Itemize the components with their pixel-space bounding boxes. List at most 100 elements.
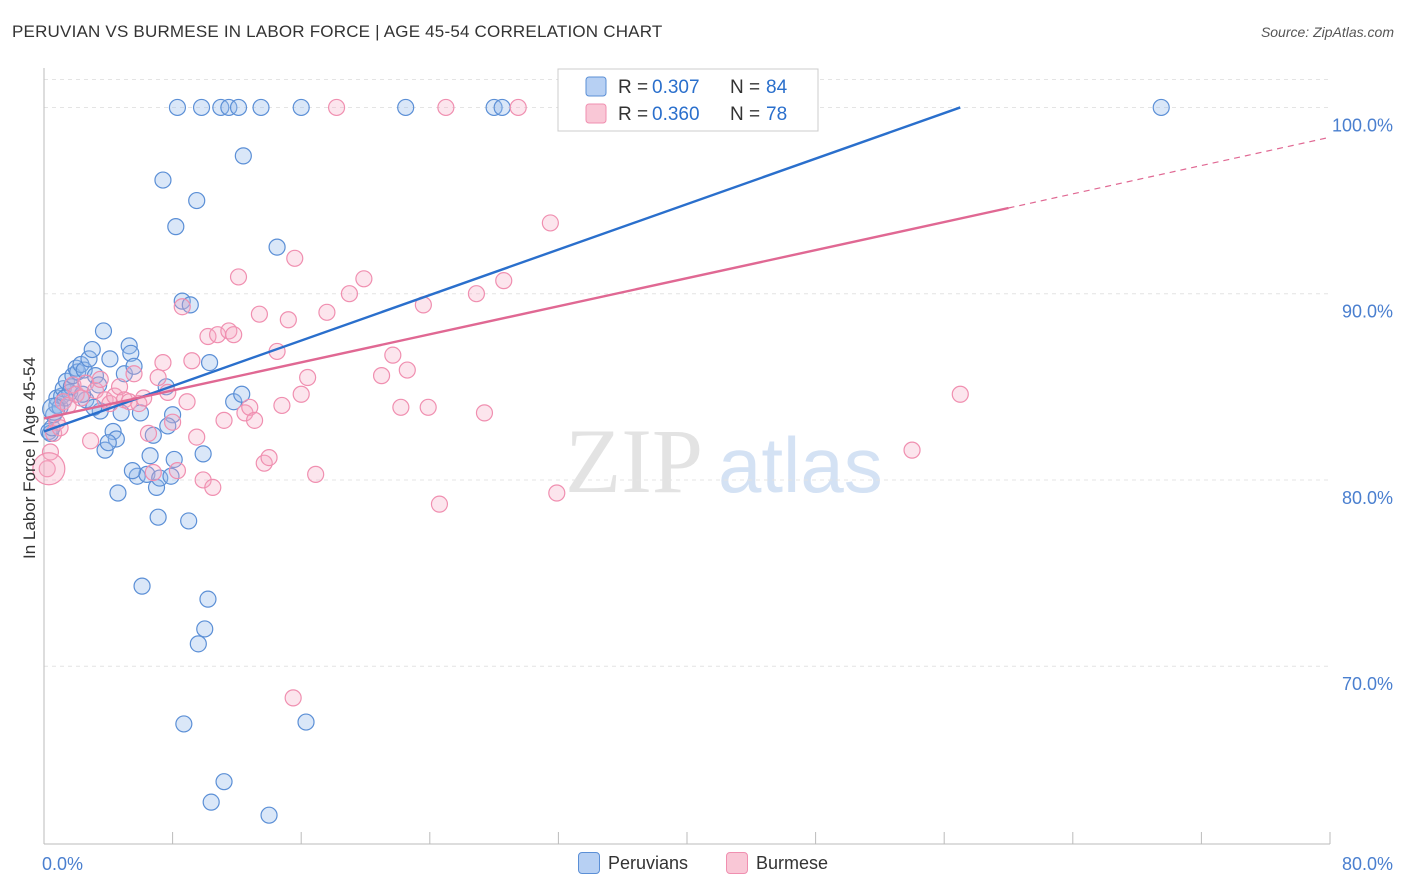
burmese-point-60: [384, 346, 402, 364]
burmese-point-67: [467, 285, 486, 303]
watermark: ZIP atlas: [565, 410, 883, 512]
peruvians-point-36: [133, 577, 151, 595]
peruvians-point-51: [175, 715, 193, 733]
burmese-point-69: [495, 272, 513, 290]
burmese-point-66: [437, 98, 455, 117]
burmese-point-28: [164, 413, 182, 431]
chart-title: PERUVIAN VS BURMESE IN LABOR FORCE | AGE…: [12, 22, 663, 41]
peruvians-point-59: [199, 590, 217, 608]
burmese-point-58: [355, 270, 373, 288]
burmese-point-64: [419, 398, 437, 416]
peruvians-point-19: [83, 340, 101, 359]
y-tick-label-1: 90.0%: [1342, 302, 1393, 322]
grid-lines: [44, 79, 1330, 667]
burmese-point-41: [229, 268, 248, 286]
peruvians-trend-line: [43, 106, 961, 433]
peruvians-point-70: [260, 806, 278, 824]
x-tick-label-min: 0.0%: [42, 854, 83, 874]
burmese-point-70: [509, 98, 527, 117]
burmese-point-72: [548, 484, 566, 502]
legend-n-label-burmese: N =: [730, 104, 760, 125]
burmese-point-7: [64, 376, 82, 394]
burmese-point-32: [183, 352, 201, 370]
series-legend: Peruvians Burmese: [0, 852, 1406, 874]
burmese-point-45: [250, 305, 269, 323]
burmese-point-54: [307, 465, 325, 483]
burmese-point-76: [951, 385, 969, 403]
legend-n-label-peruvians: N =: [730, 77, 760, 98]
burmese-point-61: [392, 398, 410, 416]
burmese-point-17: [110, 378, 129, 396]
y-tick-label-3: 70.0%: [1342, 674, 1393, 694]
peruvians-point-66: [229, 98, 248, 117]
burmese-point-1: [41, 443, 60, 461]
swatch-peruvians: [577, 852, 600, 874]
burmese-point-49: [273, 396, 291, 415]
burmese-point-52: [292, 385, 310, 403]
peruvians-point-72: [292, 98, 310, 117]
peruvians-point-27: [107, 430, 125, 448]
legend-r-label-peruvians: R =: [618, 77, 648, 98]
burmese-point-53: [299, 368, 317, 387]
peruvians-point-81: [99, 434, 117, 452]
peruvians-point-47: [165, 450, 183, 469]
legend-swatch-peruvians: [585, 76, 607, 97]
burmese-point-65: [430, 495, 449, 513]
burmese-point-57: [340, 285, 359, 303]
burmese-point-30: [173, 298, 191, 316]
peruvians-point-38: [141, 447, 159, 465]
burmese-point-20: [125, 365, 143, 383]
burmese-point-51: [286, 249, 304, 267]
burmese-point-62: [398, 361, 416, 379]
legend-n-value-peruvians: 84: [766, 77, 788, 98]
peruvians-point-50: [173, 292, 191, 310]
peruvians-point-64: [220, 98, 238, 117]
peruvians-point-41: [149, 508, 167, 526]
legend-r-label-burmese: R =: [618, 104, 648, 125]
burmese-point-43: [241, 398, 259, 416]
burmese-point-11: [82, 432, 100, 450]
burmese-point-40: [225, 326, 243, 344]
burmese-point-50: [279, 311, 297, 329]
x-tick-label-max: 80.0%: [1342, 854, 1393, 874]
peruvians-point-49: [168, 98, 187, 117]
legend-item-peruvians[interactable]: Peruvians: [577, 852, 688, 874]
trend-lines: [43, 106, 1331, 433]
y-tick-label-2: 80.0%: [1342, 488, 1393, 508]
burmese-point-26: [154, 354, 172, 372]
peruvians-point-82: [123, 462, 142, 480]
burmese-point-77: [284, 689, 302, 707]
peruvians-point-61: [202, 793, 220, 811]
chart-source: Source: ZipAtlas.com: [1260, 24, 1394, 40]
burmese-trend-extension: [1008, 136, 1331, 209]
peruvians-point-74: [397, 98, 415, 117]
legend-swatch-burmese: [585, 103, 607, 124]
burmese-trend-line: [43, 206, 1009, 420]
peruvians-point-43: [154, 171, 172, 189]
burmese-point-23: [139, 424, 158, 442]
burmese-point-36: [204, 478, 222, 496]
burmese-point-33: [188, 428, 206, 446]
peruvians-point-60: [200, 354, 219, 372]
burmese-point-cluster: [32, 452, 66, 486]
peruvians-point-55: [189, 635, 207, 653]
legend-n-value-burmese: 78: [766, 104, 787, 125]
tick-labels: 100.0% 90.0% 80.0% 70.0% 0.0% 80.0%: [42, 115, 1393, 874]
peruvians-point-71: [268, 238, 286, 256]
burmese-point-44: [245, 411, 264, 429]
peruvians-point-23: [94, 322, 113, 340]
series-burmese: [32, 98, 969, 707]
legend-item-burmese[interactable]: Burmese: [726, 852, 828, 874]
burmese-point-56: [327, 98, 346, 117]
peruvians-point-56: [192, 98, 211, 117]
watermark-atlas: atlas: [718, 421, 883, 509]
burmese-point-31: [178, 393, 196, 411]
burmese-point-71: [541, 214, 559, 232]
peruvians-point-54: [188, 191, 206, 210]
peruvians-point-25: [101, 350, 119, 368]
burmese-point-24: [144, 463, 162, 482]
watermark-zip: ZIP: [565, 410, 703, 512]
peruvians-point-52: [180, 512, 198, 530]
peruvians-point-73: [297, 713, 315, 731]
